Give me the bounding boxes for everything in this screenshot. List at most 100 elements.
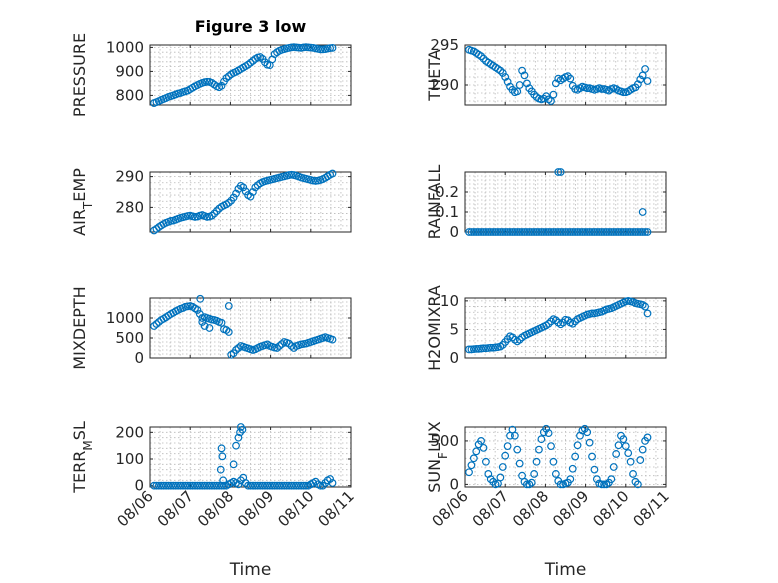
y-tick-label: 1000 — [106, 309, 144, 327]
data-point — [465, 345, 473, 354]
data-point — [277, 481, 286, 490]
data-point — [246, 481, 255, 490]
data-markers — [465, 45, 652, 105]
data-point — [273, 481, 281, 490]
data-point — [479, 54, 488, 63]
x-axis-label: Time — [544, 560, 587, 580]
data-markers — [465, 296, 652, 354]
data-point — [465, 468, 473, 477]
data-point — [477, 52, 485, 61]
data-point — [479, 443, 488, 452]
data-point — [600, 228, 608, 236]
data-point — [583, 428, 592, 437]
data-point — [328, 43, 337, 52]
data-point — [643, 309, 652, 318]
y-tick-label: 0.1 — [435, 203, 459, 221]
data-point — [580, 228, 589, 236]
data-point — [224, 198, 233, 207]
data-point — [624, 449, 633, 457]
data-point — [183, 481, 192, 490]
y-axis-label: PRESSURE — [70, 33, 89, 117]
data-point — [181, 481, 190, 490]
y-tick-label: 200 — [115, 423, 144, 441]
data-point — [198, 481, 207, 490]
data-point — [607, 228, 616, 236]
data-point — [217, 81, 226, 90]
data-markers — [465, 168, 652, 236]
data-point — [501, 451, 510, 460]
data-point — [299, 481, 308, 490]
data-point — [535, 228, 543, 236]
x-tick-label: 08/10 — [274, 487, 317, 530]
data-point — [641, 302, 649, 311]
data-point — [551, 228, 560, 236]
data-point — [624, 228, 633, 236]
data-point — [263, 481, 272, 490]
data-point — [179, 481, 187, 490]
data-point — [631, 228, 640, 236]
data-point — [508, 228, 517, 236]
data-point — [167, 481, 175, 490]
data-point — [588, 452, 596, 461]
data-point — [527, 228, 536, 236]
x-tick-label: 08/07 — [469, 487, 512, 530]
data-point — [472, 447, 481, 456]
data-point — [643, 228, 652, 236]
y-tick-label: 295 — [430, 36, 459, 54]
data-point — [549, 90, 558, 99]
data-point — [585, 228, 594, 236]
x-tick-label: 08/08 — [194, 487, 237, 530]
data-point — [542, 424, 551, 433]
y-tick-label: 0 — [134, 477, 144, 495]
data-point — [249, 481, 257, 490]
data-point — [234, 480, 243, 489]
y-tick-label: 290 — [430, 76, 459, 94]
data-point — [169, 481, 178, 490]
data-point — [216, 465, 225, 474]
data-point — [150, 481, 158, 490]
data-point — [561, 228, 570, 236]
data-point — [530, 90, 539, 99]
data-point — [477, 228, 485, 236]
y-tick-label: 0 — [134, 349, 144, 367]
data-point — [154, 481, 163, 490]
axes-background — [149, 426, 352, 488]
data-point — [564, 72, 572, 81]
data-point — [566, 228, 575, 236]
data-point — [621, 228, 630, 236]
data-point — [605, 228, 613, 236]
data-point — [193, 306, 202, 314]
data-point — [527, 478, 536, 487]
data-point — [215, 481, 224, 490]
data-point — [198, 318, 207, 326]
data-point — [583, 84, 592, 93]
data-point — [607, 475, 616, 484]
data-point — [510, 228, 519, 236]
data-point — [544, 429, 553, 437]
data-point — [520, 228, 529, 236]
data-point — [641, 65, 649, 73]
data-point — [290, 481, 298, 490]
data-point — [498, 69, 507, 77]
data-point — [469, 454, 478, 463]
x-tick-label: 08/11 — [630, 487, 673, 530]
data-point — [551, 470, 560, 478]
data-point — [515, 335, 524, 344]
subplot-1: 800 900 1000 PRESSURE Figure 3 low — [70, 17, 352, 117]
data-point — [537, 228, 546, 236]
data-point — [535, 445, 543, 454]
subplot-7: 0100200TERRMSL08/0608/0708/0808/0908/100… — [70, 421, 358, 580]
data-point — [251, 183, 260, 192]
data-point — [498, 463, 507, 471]
data-point — [619, 228, 628, 236]
data-point — [547, 97, 555, 105]
data-point — [486, 475, 495, 484]
data-point — [205, 324, 214, 332]
data-point — [515, 81, 524, 89]
data-point — [285, 339, 293, 348]
y-tick-label: 280 — [115, 198, 144, 216]
data-point — [469, 228, 478, 236]
data-point — [287, 342, 296, 350]
